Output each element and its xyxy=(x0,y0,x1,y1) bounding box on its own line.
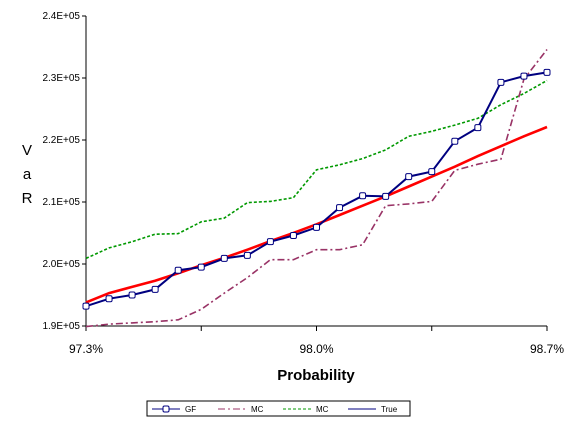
data-point-gf xyxy=(520,72,528,80)
y-tick-label: 2.3E+05 xyxy=(42,73,80,84)
y-axis-title-letter: a xyxy=(23,166,32,183)
data-point-gf xyxy=(543,68,551,76)
data-point-gf xyxy=(359,192,367,200)
data-point-gf xyxy=(197,263,205,271)
x-tick-group: 97.3% 98.0% 98.7% xyxy=(69,342,564,356)
x-tick-label: 98.7% xyxy=(530,342,564,356)
data-point-gf xyxy=(174,266,182,274)
data-point-gf xyxy=(105,295,113,303)
data-point-gf xyxy=(151,285,159,293)
data-point-gf xyxy=(128,291,136,299)
y-tick-label: 1.9E+05 xyxy=(42,321,80,332)
y-tick-label: 2.0E+05 xyxy=(42,259,80,270)
series-line-gf-0 xyxy=(85,71,548,308)
data-point-gf xyxy=(474,124,482,132)
series-layer xyxy=(82,49,551,328)
legend-label: True xyxy=(381,405,398,414)
y-tick-label: 2.4E+05 xyxy=(42,11,80,22)
data-point-gf xyxy=(266,238,274,246)
x-axis-title: Probability xyxy=(277,367,355,384)
y-tick-label: 2.1E+05 xyxy=(42,197,80,208)
data-point-gf xyxy=(313,223,320,231)
y-axis-title-letter: V xyxy=(22,142,32,159)
legend-marker xyxy=(162,405,170,413)
data-point-gf xyxy=(336,204,344,212)
data-point-gf xyxy=(382,192,390,200)
y-axis-title-letter: R xyxy=(22,190,33,207)
data-point-gf xyxy=(220,254,228,262)
y-tick-group: 1.9E+05 2.0E+05 2.1E+05 2.2E+05 2.3E+05 … xyxy=(42,11,80,332)
x-tick-label: 97.3% xyxy=(69,342,103,356)
y-tick-label: 2.2E+05 xyxy=(42,135,80,146)
data-point-gf xyxy=(428,168,436,176)
x-tick-label: 98.0% xyxy=(299,342,333,356)
legend-label: GF xyxy=(185,405,196,414)
legend: GF MC MC True xyxy=(146,400,411,417)
data-point-gf xyxy=(451,137,459,145)
series-line-mc-2 xyxy=(85,79,548,260)
series-line-true-3 xyxy=(85,125,548,304)
data-point-gf xyxy=(82,302,90,310)
legend-items: GF MC MC True xyxy=(152,405,398,414)
data-point-gf xyxy=(289,231,297,239)
legend-label: MC xyxy=(251,405,264,414)
legend-box xyxy=(146,400,411,417)
series-line-mc-1 xyxy=(85,49,548,328)
data-point-gf xyxy=(497,78,505,86)
data-point-gf xyxy=(243,251,251,259)
legend-label: MC xyxy=(316,405,329,414)
data-point-gf xyxy=(405,173,413,181)
